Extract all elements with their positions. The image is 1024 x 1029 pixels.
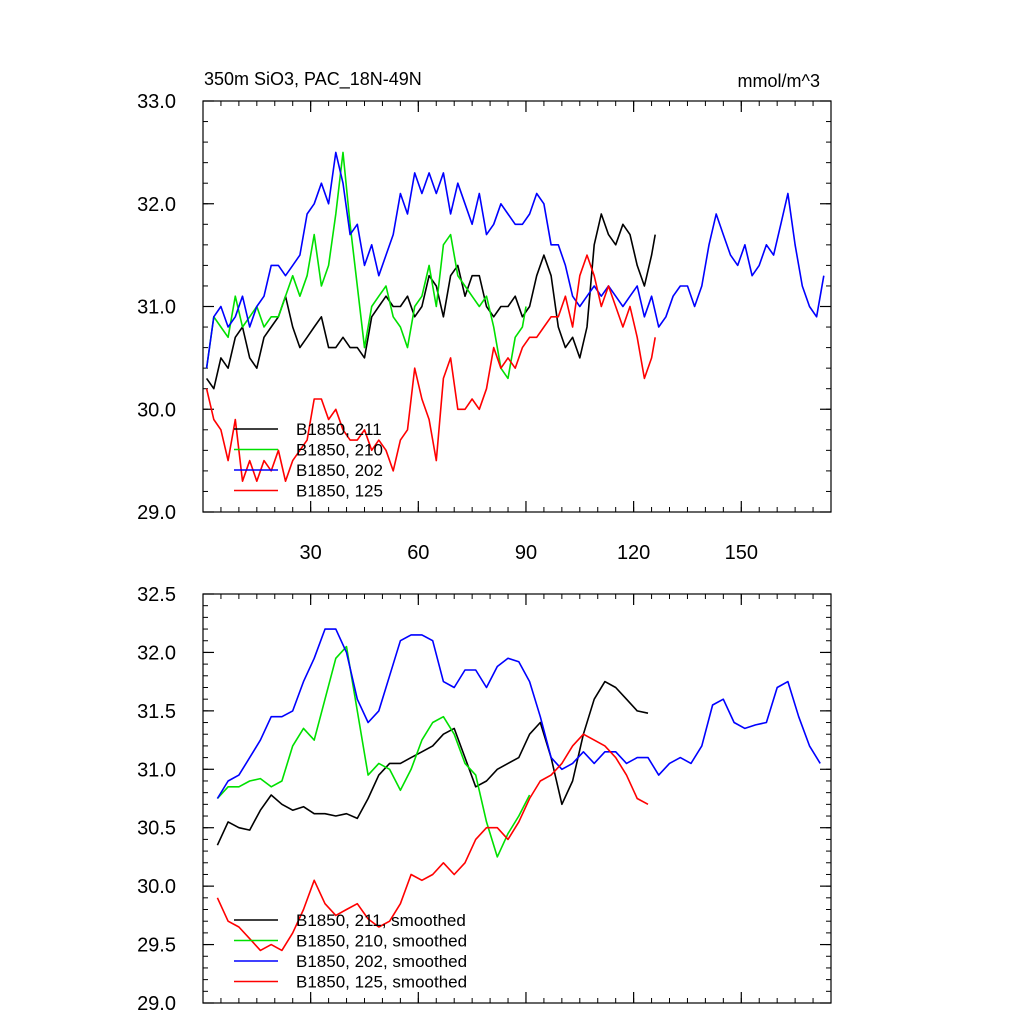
top-legend-label: B1850, 210 [296, 441, 383, 460]
bottom-panel: 29.0 29.5 30.0 30.5 31.0 31.5 32.0 32.5 B1850, 2… [137, 584, 832, 1015]
top-y-tick-label: 32.0 [137, 194, 176, 216]
top-y-tick-label: 29.0 [137, 502, 176, 524]
top-series-line-B1850_211 [205, 213, 656, 390]
bottom-series-line-B1850_202 [216, 628, 821, 799]
units-label: mmol/m^3 [738, 71, 820, 91]
bottom-y-tick-label: 30.0 [137, 876, 176, 898]
bottom-legend-label: B1850, 211, smoothed [296, 911, 466, 930]
bottom-plot-frame [202, 593, 832, 1004]
bottom-series-line-B1850_210 [216, 645, 531, 858]
top-y-tick-label: 31.0 [137, 297, 176, 319]
top-x-tick-label: 30 [300, 542, 322, 564]
bottom-y-tick-label: 31.0 [137, 759, 176, 781]
top-legend-label: B1850, 211 [296, 420, 382, 439]
top-series-line-B1850_210 [205, 151, 527, 380]
bottom-y-tick-label: 30.5 [137, 818, 176, 840]
top-x-tick-label: 150 [725, 542, 758, 564]
top-x-tick-label: 90 [515, 542, 537, 564]
top-legend-label: B1850, 202 [296, 461, 383, 480]
bottom-y-tick-label: 32.5 [137, 584, 176, 606]
top-y-tick-label: 33.0 [137, 91, 176, 113]
chart-title: 350m SiO3, PAC_18N-49N [204, 69, 422, 90]
top-legend-label: B1850, 125 [296, 482, 383, 501]
top-panel: 29.0 30.0 31.0 32.0 33.0 30 60 90 120 150 350m SiO… [137, 69, 832, 564]
bottom-y-tick-label: 29.0 [137, 993, 176, 1015]
top-series-line-B1850_202 [205, 151, 825, 369]
bottom-y-tick-label: 29.5 [137, 935, 176, 957]
bottom-legend-label: B1850, 202, smoothed [296, 952, 467, 971]
top-x-tick-label: 120 [617, 542, 650, 564]
bottom-legend-label: B1850, 210, smoothed [296, 932, 467, 951]
bottom-y-tick-label: 31.5 [137, 701, 176, 723]
bottom-series-line-B1850_125 [216, 733, 649, 952]
top-x-tick-label: 60 [407, 542, 429, 564]
top-y-tick-label: 30.0 [137, 399, 176, 421]
bottom-legend-label: B1850, 125, smoothed [296, 973, 467, 992]
bottom-y-tick-label: 32.0 [137, 642, 176, 664]
top-series-line-B1850_125 [205, 254, 656, 483]
bottom-series-line-B1850_211 [216, 680, 649, 846]
